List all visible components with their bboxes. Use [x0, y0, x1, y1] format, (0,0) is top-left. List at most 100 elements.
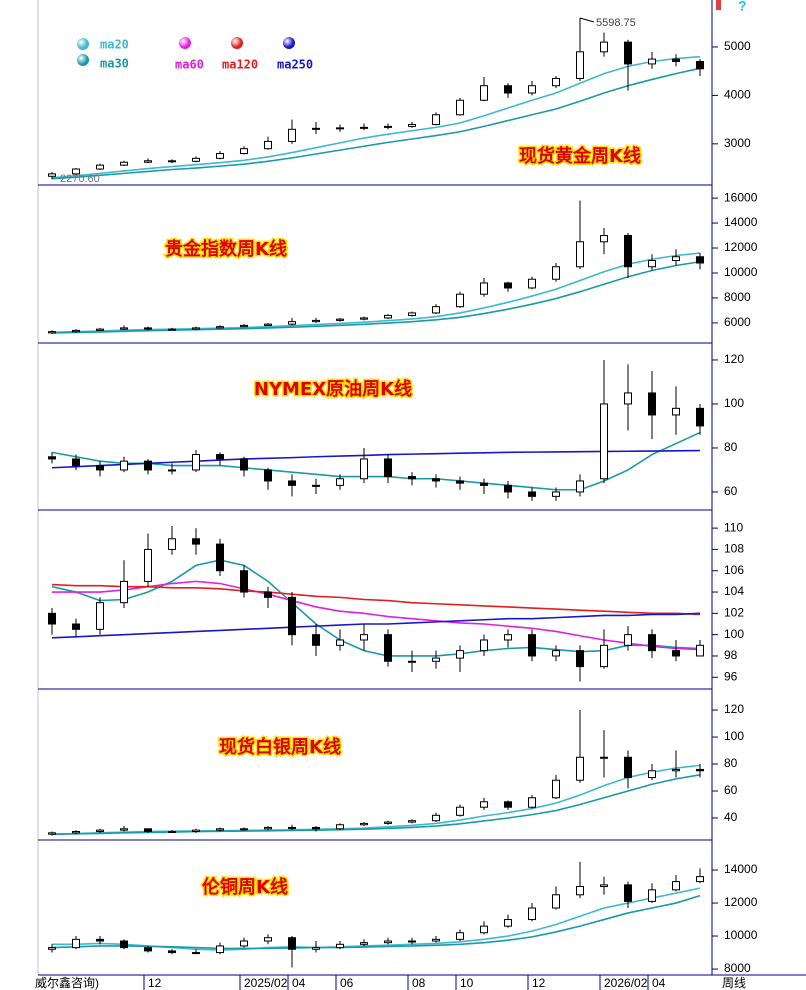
- candle-body: [96, 328, 104, 331]
- y-tick-label: 104: [724, 584, 744, 598]
- candle-body: [456, 932, 464, 940]
- candle-body: [456, 806, 464, 816]
- candle-body: [120, 460, 128, 471]
- y-tick-label: 10000: [724, 265, 758, 279]
- y-tick-label: 100: [724, 729, 744, 743]
- candle-body: [408, 940, 416, 943]
- y-tick-label: 60: [724, 783, 738, 797]
- candle-body: [552, 894, 560, 909]
- y-tick-label: 96: [724, 669, 738, 683]
- help-icon[interactable]: ?: [738, 0, 747, 14]
- candle-body: [240, 324, 248, 328]
- period-label: 周线: [722, 976, 746, 990]
- candle-body: [456, 480, 464, 484]
- panel-title: 贵金指数周K线: [165, 238, 287, 260]
- icon: [716, 0, 721, 10]
- candle-body: [624, 41, 632, 65]
- y-tick-label: 12000: [724, 895, 758, 909]
- candle-body: [120, 940, 128, 949]
- candle-body: [408, 660, 416, 663]
- candle-body: [648, 634, 656, 652]
- candle-body: [264, 591, 272, 598]
- candle-body: [552, 650, 560, 657]
- ma-line: [51, 612, 701, 639]
- candle-body: [312, 319, 320, 323]
- watermark: 威尔鑫咨询): [35, 975, 99, 990]
- legend-label: ma250: [277, 58, 313, 72]
- candle-body: [312, 947, 320, 950]
- candle-body: [552, 779, 560, 799]
- candle-body: [312, 634, 320, 646]
- candle-body: [504, 85, 512, 94]
- candle-body: [360, 822, 368, 826]
- candle-body: [432, 114, 440, 125]
- candle-body: [432, 478, 440, 482]
- candle-body: [432, 938, 440, 942]
- candle-body: [192, 157, 200, 162]
- candle-body: [288, 480, 296, 486]
- candle-body: [600, 41, 608, 53]
- candle-body: [240, 148, 248, 155]
- ma-line: [51, 774, 701, 835]
- peak-label: 5598.75: [596, 17, 636, 29]
- candle-body: [288, 596, 296, 636]
- panel-title: 现货白银周K线: [219, 736, 341, 758]
- y-tick-label: 12000: [724, 240, 758, 254]
- ma-line: [51, 252, 701, 334]
- x-tick-label: 04: [652, 976, 666, 990]
- candle-body: [552, 77, 560, 87]
- candle-body: [384, 314, 392, 319]
- candle-body: [384, 125, 392, 128]
- candle-body: [384, 634, 392, 662]
- candle-body: [264, 937, 272, 942]
- legend-label: ma20: [100, 38, 129, 52]
- candle-body: [72, 329, 80, 333]
- candle-body: [192, 829, 200, 832]
- panel-title: 现货黄金周K线: [519, 145, 641, 167]
- candle-body: [216, 153, 224, 159]
- x-tick-label: 12: [148, 976, 162, 990]
- candle-body: [264, 826, 272, 830]
- candle-body: [72, 830, 80, 834]
- panel-title: 伦铜周K线: [202, 876, 288, 898]
- candle-body: [672, 256, 680, 262]
- y-tick-label: 60: [724, 484, 738, 498]
- ma-line: [51, 764, 701, 835]
- y-tick-label: 80: [724, 756, 738, 770]
- candle-body: [624, 756, 632, 779]
- candle-body: [696, 768, 704, 772]
- candle-body: [120, 828, 128, 831]
- candle-body: [72, 938, 80, 949]
- candle-body: [600, 235, 608, 243]
- candle-body: [168, 950, 176, 954]
- ma-line: [51, 55, 701, 179]
- x-tick-label: 06: [340, 976, 354, 990]
- x-tick-label: 04: [292, 976, 306, 990]
- x-tick-label: 2025/02: [244, 976, 288, 990]
- y-tick-label: 5000: [724, 39, 751, 53]
- candle-body: [504, 634, 512, 641]
- candle-body: [408, 820, 416, 823]
- candle-body: [264, 140, 272, 150]
- candle-body: [360, 634, 368, 641]
- candle-body: [312, 826, 320, 830]
- candle-body: [72, 623, 80, 630]
- legend-marker: [231, 37, 243, 49]
- candle-body: [480, 85, 488, 101]
- candle-body: [72, 458, 80, 467]
- candle-body: [696, 876, 704, 883]
- candle-body: [480, 639, 488, 652]
- y-tick-label: 80: [724, 440, 738, 454]
- candle-body: [144, 460, 152, 471]
- candle-body: [48, 832, 56, 835]
- candle-body: [480, 801, 488, 808]
- y-tick-label: 14000: [724, 215, 758, 229]
- ma-line: [52, 580, 701, 651]
- candle-body: [528, 634, 536, 657]
- candle-body: [216, 945, 224, 954]
- y-tick-label: 100: [724, 396, 744, 410]
- candle-body: [216, 543, 224, 572]
- ma-line: [51, 894, 701, 950]
- y-tick-label: 110: [724, 520, 743, 534]
